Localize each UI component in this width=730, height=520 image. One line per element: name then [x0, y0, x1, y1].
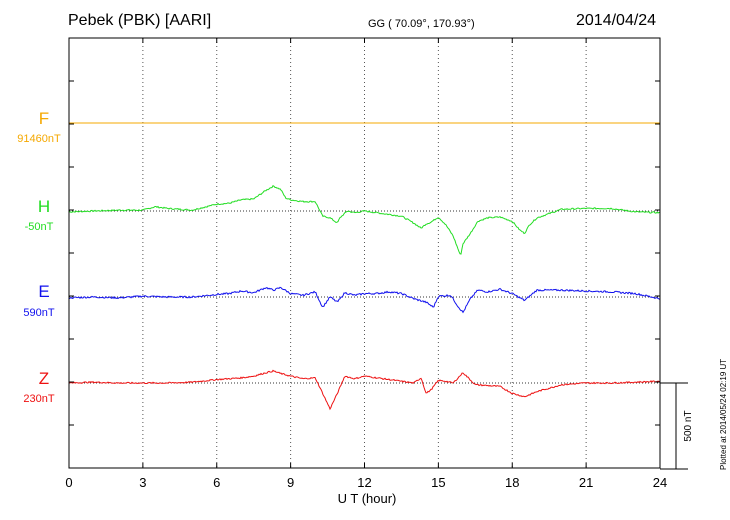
series-name-F: F — [39, 109, 49, 128]
series-lines — [68, 122, 661, 411]
tick-label-18: 18 — [505, 475, 519, 490]
plot-frame — [68, 37, 661, 469]
series-labels: F 91460nT H -50nT E 590nT Z 230nT — [17, 109, 61, 405]
tick-label-12: 12 — [357, 475, 371, 490]
scale-bar-label: 500 nT — [683, 410, 694, 441]
series-line-Z — [68, 369, 661, 411]
x-axis-ticks: 0 3 6 9 12 15 18 21 24 — [65, 38, 667, 490]
tick-label-6: 6 — [213, 475, 220, 490]
series-baseline-Z: 230nT — [23, 393, 54, 405]
series-baseline-E: 590nT — [23, 307, 54, 319]
tick-label-24: 24 — [653, 475, 667, 490]
series-name-Z: Z — [39, 369, 49, 388]
series-name-E: E — [38, 282, 49, 301]
tick-label-21: 21 — [579, 475, 593, 490]
tick-label-0: 0 — [65, 475, 72, 490]
coordinates-label: GG ( 70.09°, 170.93°) — [368, 18, 475, 30]
series-line-E — [68, 286, 661, 314]
tick-label-9: 9 — [287, 475, 294, 490]
series-baseline-F: 91460nT — [17, 133, 61, 145]
series-line-H — [68, 185, 661, 255]
station-title: Pebek (PBK) [AARI] — [68, 12, 212, 29]
tick-label-15: 15 — [431, 475, 445, 490]
x-axis-label: U T (hour) — [338, 491, 397, 506]
grid-lines — [69, 38, 660, 468]
scale-bar: 500 nT — [660, 382, 694, 470]
tick-label-3: 3 — [139, 475, 146, 490]
series-name-H: H — [38, 197, 50, 216]
series-baseline-H: -50nT — [25, 221, 54, 233]
date-label: 2014/04/24 — [576, 12, 657, 29]
